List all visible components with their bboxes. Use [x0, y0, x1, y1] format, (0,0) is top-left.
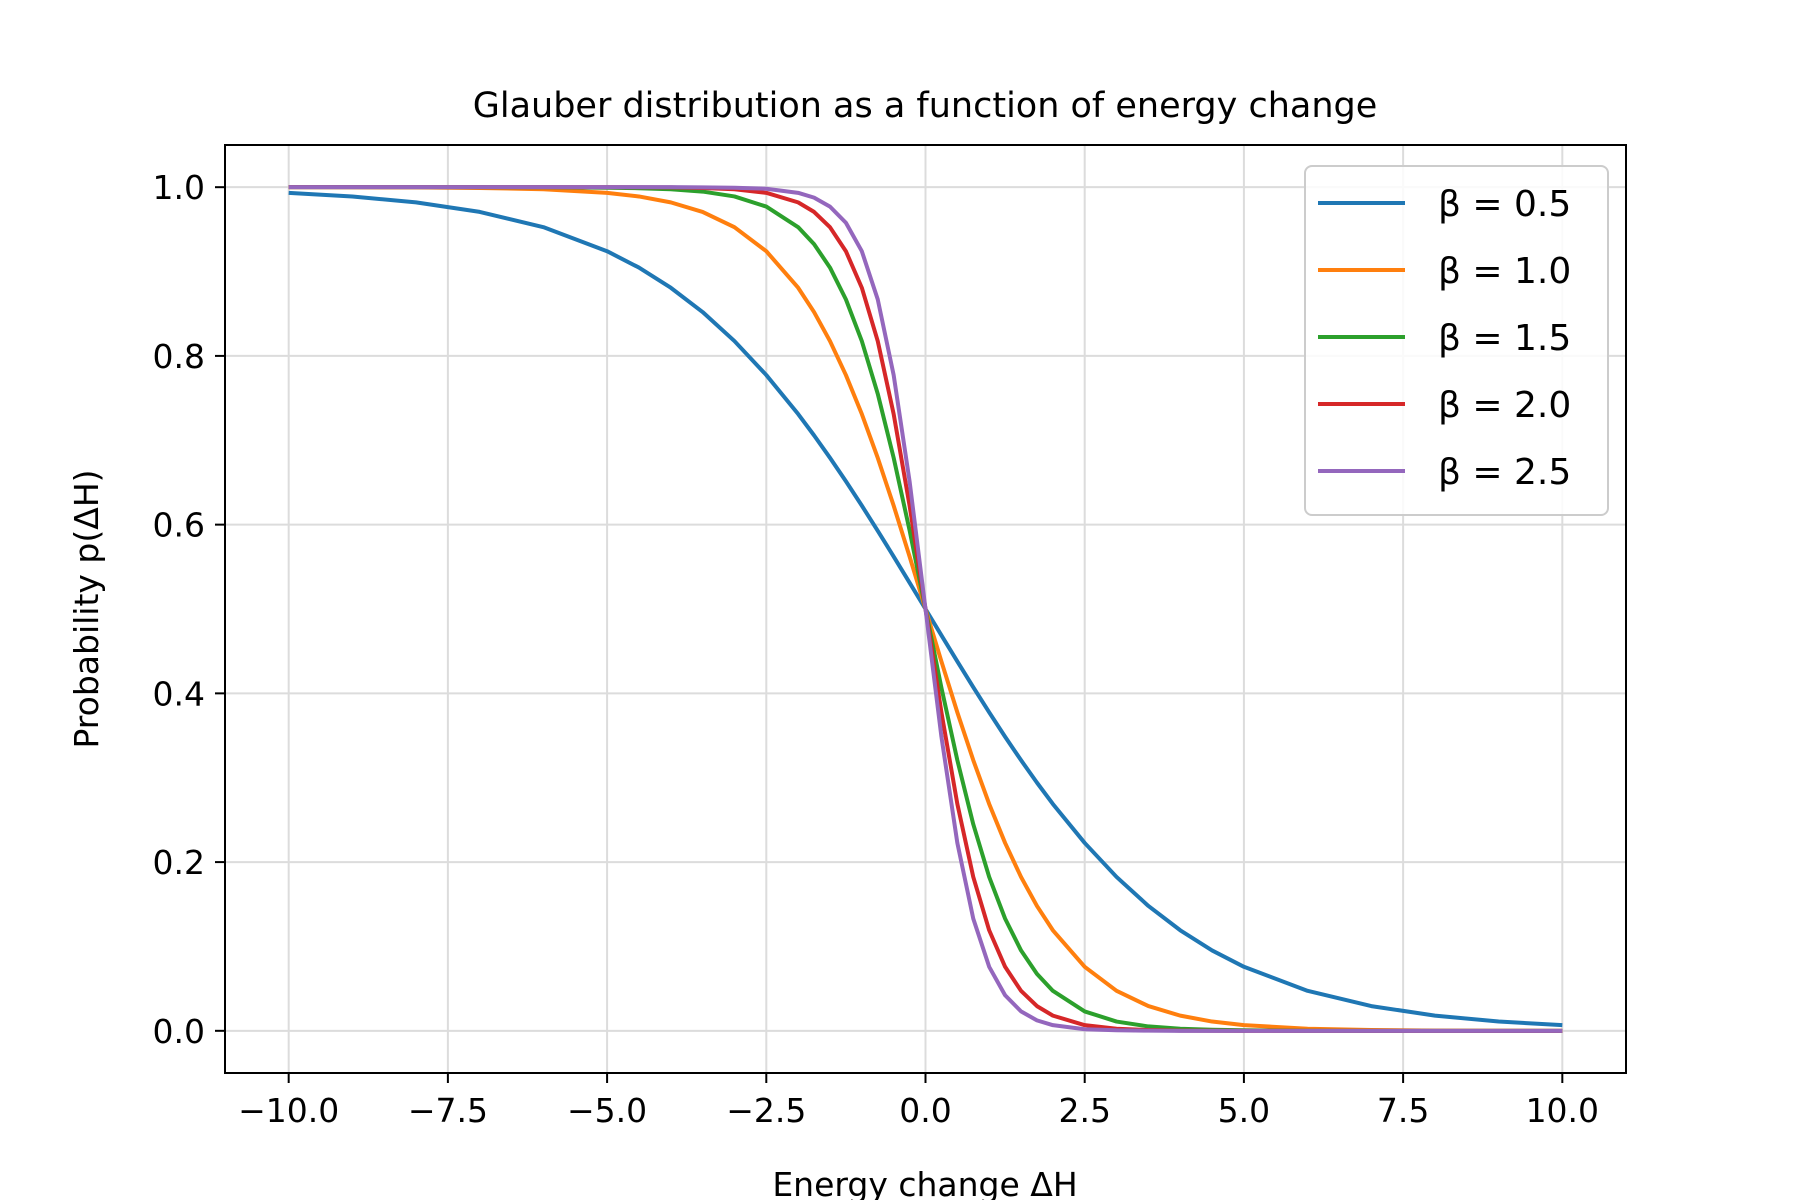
legend-box — [1304, 165, 1609, 516]
y-axis-label: Probability p(ΔH) — [67, 469, 106, 748]
y-axis-ticks: 0.0 0.2 0.4 0.6 0.8 1.0 — [153, 168, 225, 1051]
plot-lines — [288, 185, 1563, 1033]
x-axis-ticks: −10.0 −7.5 −5.0 −2.5 0.0 2.5 5.0 7.5 10.0 — [238, 1073, 1599, 1130]
legend-label: β = 2.5 — [1438, 452, 1571, 493]
legend: β = 0.5 β = 1.0 β = 1.5 β = 2.0 β = 2.5 — [1304, 165, 1609, 516]
x-tick-label: 5.0 — [1218, 1091, 1270, 1130]
x-tick-label: 10.0 — [1526, 1091, 1599, 1130]
y-tick-label: 0.8 — [153, 337, 205, 376]
chart-title: Glauber distribution as a function of en… — [473, 86, 1378, 126]
x-tick-label: −7.5 — [408, 1091, 488, 1130]
legend-label: β = 1.0 — [1438, 251, 1571, 292]
x-tick-label: −2.5 — [726, 1091, 806, 1130]
y-tick-label: 0.0 — [153, 1012, 205, 1051]
x-tick-label: 0.0 — [899, 1091, 951, 1130]
x-tick-label: −5.0 — [567, 1091, 647, 1130]
legend-label: β = 2.0 — [1438, 385, 1571, 426]
y-tick-label: 1.0 — [153, 168, 205, 207]
x-tick-label: 7.5 — [1377, 1091, 1429, 1130]
x-axis-label: Energy change ΔH — [772, 1165, 1077, 1200]
legend-label: β = 1.5 — [1438, 318, 1571, 359]
y-tick-label: 0.2 — [153, 843, 205, 882]
series-line-5 — [288, 185, 1563, 1033]
y-tick-label: 0.4 — [153, 674, 205, 713]
x-tick-label: 2.5 — [1058, 1091, 1110, 1130]
legend-label: β = 0.5 — [1438, 184, 1571, 225]
y-tick-label: 0.6 — [153, 506, 205, 545]
x-tick-label: −10.0 — [238, 1091, 339, 1130]
